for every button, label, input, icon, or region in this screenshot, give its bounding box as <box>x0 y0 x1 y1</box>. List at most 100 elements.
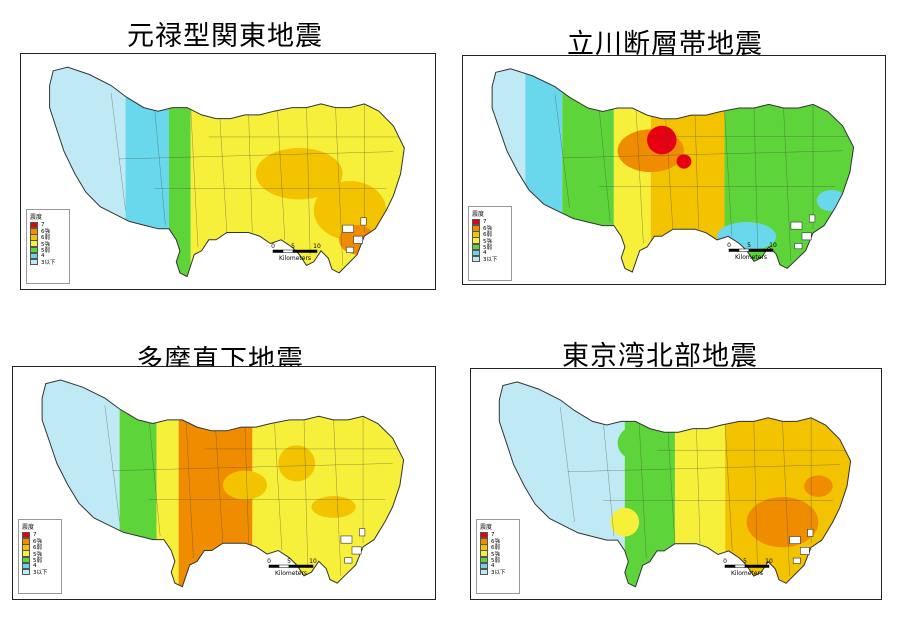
bay-landfill <box>342 224 354 233</box>
legend-label: 5弱 <box>491 557 500 564</box>
legend-label: 5強 <box>483 238 492 245</box>
boundary-line <box>335 107 343 266</box>
boundary-line <box>248 114 253 233</box>
legend-label: 4 <box>491 563 495 570</box>
legend-label: 6強 <box>33 539 42 546</box>
legend-item: 6強 <box>22 538 58 546</box>
legend-swatch <box>480 568 488 576</box>
intensity-map: 震度 7 6強 6弱 5強 5弱 4 3以下 0 5 10 Kilometers <box>12 366 436 600</box>
boundary-line <box>215 427 224 544</box>
legend-item: 5強 <box>472 237 508 245</box>
intensity-zone <box>119 380 157 587</box>
legend-item: 7 <box>30 221 66 229</box>
scale-segment <box>282 249 294 253</box>
legend-swatch <box>30 221 38 229</box>
legend-label: 6強 <box>483 226 492 233</box>
intensity-patch <box>803 475 833 497</box>
scale-segment <box>744 564 770 568</box>
intensity-patch <box>647 125 677 155</box>
intensity-zone <box>562 68 614 272</box>
scale-segment <box>278 564 290 568</box>
scale-tick-label: 5 <box>291 243 295 250</box>
legend-swatch <box>472 231 480 238</box>
map-canvas <box>491 68 855 273</box>
intensity-patch <box>617 425 661 461</box>
bay-landfill <box>800 546 810 555</box>
panel-genroku: 元禄型関東地震 震度 7 6強 6弱 5強 5弱 4 3以下 0 5 10 Kilometers <box>0 0 450 300</box>
intensity-zones <box>492 68 854 272</box>
legend-item: 5弱 <box>22 556 58 564</box>
boundary-line <box>724 111 733 237</box>
scale-tick-label: 0 <box>267 558 271 565</box>
legend-item: 3以下 <box>472 255 508 263</box>
boundary-line <box>560 407 575 523</box>
legend-label: 5弱 <box>41 247 50 254</box>
boundary-line <box>598 107 611 223</box>
legend-swatch <box>472 249 480 257</box>
boundary-line <box>567 464 840 472</box>
intensity-zone <box>156 380 179 587</box>
legend-swatch <box>30 240 38 247</box>
legend-label: 3以下 <box>41 260 56 267</box>
boundary-line <box>782 421 790 577</box>
tokyo-outline <box>498 381 852 588</box>
legend-item: 6弱 <box>472 231 508 238</box>
bay-landfill <box>801 232 812 241</box>
legend-title: 震度 <box>22 524 35 531</box>
legend-item: 6強 <box>472 225 508 233</box>
intensity-map: 震度 7 6強 6弱 5強 5弱 4 3以下 0 5 10 Kilometers <box>462 55 886 285</box>
bay-landfill <box>809 214 816 223</box>
boundary-line <box>118 151 394 160</box>
intensity-legend: 震度 7 6強 6弱 5強 5弱 4 3以下 <box>476 519 520 594</box>
legend-item: 5強 <box>480 550 516 558</box>
boundary-line <box>753 421 758 566</box>
scale-bar: 0 5 10 Kilometers <box>721 557 781 579</box>
scale-tick-label: 0 <box>271 243 275 250</box>
legend-label: 7 <box>491 532 495 539</box>
legend-label: 4 <box>41 253 45 260</box>
legend-item: 5弱 <box>480 556 516 564</box>
legend-swatch <box>22 531 30 539</box>
scale-bar: 0 5 10 Kilometers <box>269 242 329 264</box>
boundary-line <box>306 107 311 255</box>
bay-landfill <box>359 528 366 537</box>
legend-item: 5弱 <box>30 246 66 254</box>
scale-unit-label: Kilometers <box>735 254 767 261</box>
scale-segment <box>288 564 314 568</box>
scale-segment <box>728 248 740 252</box>
boundary-line <box>185 419 194 558</box>
scale-tick-label: 5 <box>287 558 291 565</box>
scale-segment <box>748 248 774 252</box>
legend-item: 3以下 <box>30 258 66 267</box>
scale-unit-label: Kilometers <box>279 255 311 262</box>
bay-landfill <box>351 546 362 555</box>
legend-swatch <box>472 255 480 263</box>
boundary-line <box>110 92 126 211</box>
scale-segment <box>738 248 750 252</box>
scale-unit-label: Kilometers <box>275 570 307 577</box>
scale-segment <box>724 564 736 568</box>
boundary-line <box>638 421 647 559</box>
intensity-patch <box>222 470 268 500</box>
legend-swatch <box>30 252 38 260</box>
map-canvas <box>41 379 405 588</box>
tokyo-outline <box>41 379 405 588</box>
boundary-line <box>277 111 286 240</box>
scale-segment <box>272 249 284 253</box>
scale-segment <box>734 564 746 568</box>
bay-landfill <box>353 235 363 244</box>
legend-label: 5強 <box>41 241 50 248</box>
boundary-line <box>667 428 676 544</box>
legend-item: 3以下 <box>480 568 516 576</box>
panel-title: 元禄型関東地震 <box>127 21 323 52</box>
legend-swatch <box>480 550 488 557</box>
legend-label: 5弱 <box>33 557 42 564</box>
legend-label: 4 <box>483 250 487 257</box>
intensity-patch <box>610 507 640 537</box>
legend-label: 6弱 <box>33 545 42 552</box>
legend-swatch <box>472 237 480 244</box>
municipal-boundaries <box>104 405 400 576</box>
intensity-zone <box>674 381 726 587</box>
legend-item: 5強 <box>22 550 58 558</box>
